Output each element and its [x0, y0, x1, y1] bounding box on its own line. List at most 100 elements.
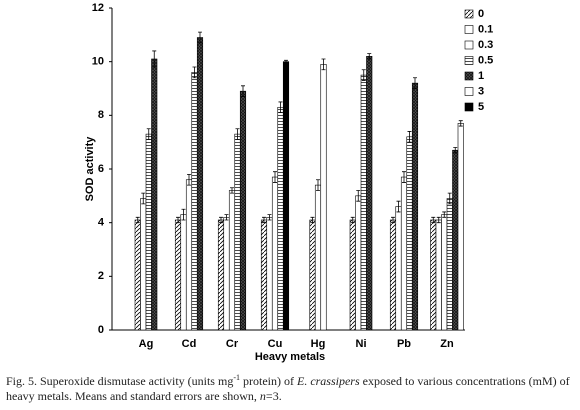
bar	[174, 219, 182, 331]
error-bar	[278, 101, 283, 114]
caption-part: E. crassipers	[296, 374, 360, 388]
y-tick-label: 6	[98, 163, 104, 175]
caption-part: -1	[233, 373, 240, 382]
caption-part: exposed to various concentrations (mM) o…	[6, 374, 570, 403]
error-bar	[284, 59, 288, 64]
legend-swatch	[464, 56, 474, 65]
error-bar	[413, 77, 417, 89]
bar	[389, 219, 397, 331]
error-bar	[230, 187, 234, 194]
legend-label: 5	[478, 101, 484, 113]
error-bar	[141, 192, 146, 205]
legend-swatch	[464, 102, 474, 112]
error-bar	[350, 216, 355, 224]
x-tick-label: Ag	[139, 338, 154, 350]
error-bar	[187, 173, 191, 186]
error-bar	[442, 211, 447, 218]
error-bar	[316, 179, 320, 191]
error-bar	[356, 190, 361, 202]
error-bar	[192, 66, 197, 79]
bar	[282, 61, 290, 331]
x-tick-label: Cu	[268, 338, 283, 350]
error-bar	[436, 216, 441, 224]
y-tick-label: 0	[98, 324, 104, 336]
error-bar	[396, 200, 401, 213]
y-tick-label: 4	[98, 217, 105, 229]
error-bar	[152, 50, 157, 68]
legend-swatch	[464, 25, 474, 34]
bar	[452, 149, 459, 331]
bar	[260, 219, 268, 331]
bar	[145, 133, 152, 331]
caption-part: Fig. 5. Superoxide dismutase activity (u…	[6, 374, 234, 388]
bar	[151, 58, 158, 331]
legend-label: 0.3	[478, 39, 493, 51]
bar	[217, 219, 225, 331]
bar	[239, 90, 247, 331]
bar	[446, 198, 453, 331]
bar	[395, 206, 402, 331]
legend-label: 0.1	[478, 23, 493, 35]
y-tick-label: 12	[92, 2, 104, 14]
legend-label: 1	[478, 70, 484, 82]
bar	[435, 219, 442, 331]
legend-label: 0	[478, 8, 484, 20]
caption-part: =3.	[265, 389, 282, 403]
legend-swatch	[464, 9, 474, 19]
x-tick-label: Ni	[356, 338, 367, 350]
error-bar	[241, 85, 245, 97]
bar	[134, 219, 141, 331]
error-bar	[146, 128, 151, 140]
legend-swatch	[464, 40, 474, 50]
y-tick-label: 8	[98, 109, 104, 121]
bar	[196, 37, 204, 331]
caption-part: n	[259, 389, 266, 403]
bar	[360, 74, 367, 331]
bar	[223, 217, 230, 331]
bar	[349, 219, 356, 331]
bar	[271, 176, 279, 331]
bar	[430, 219, 437, 331]
y-tick-label: 2	[98, 270, 104, 282]
error-bar	[361, 69, 366, 81]
error-bar	[198, 31, 202, 44]
bar	[277, 106, 284, 331]
y-tick-label: 10	[92, 56, 104, 68]
legend-swatch	[464, 87, 474, 96]
error-bar	[391, 216, 395, 224]
error-bar	[453, 147, 458, 154]
bar	[228, 190, 236, 331]
bar	[309, 219, 316, 331]
legend-label: 0.5	[478, 54, 493, 66]
bar	[355, 195, 362, 331]
error-bar	[431, 216, 436, 224]
error-bar	[224, 214, 229, 221]
x-tick-label: Cr	[226, 338, 239, 350]
x-tick-label: Pb	[397, 338, 411, 350]
bar	[266, 217, 273, 331]
error-bar	[267, 214, 272, 221]
bar	[185, 179, 193, 331]
error-bar	[402, 171, 406, 183]
bar	[400, 176, 408, 331]
error-bar	[235, 128, 240, 140]
x-tick-label: Cd	[182, 338, 197, 350]
caption-part: protein) of	[240, 374, 297, 388]
error-bar	[310, 216, 315, 224]
error-bar	[219, 216, 223, 224]
error-bar	[262, 216, 266, 224]
bar	[191, 72, 198, 331]
bar	[320, 64, 327, 331]
bar	[234, 133, 241, 331]
error-bar	[135, 216, 140, 224]
bar	[457, 123, 464, 331]
bar	[406, 136, 413, 331]
error-bar	[321, 58, 326, 71]
error-bar	[458, 120, 463, 127]
x-axis-label: Heavy metals	[255, 351, 325, 363]
bar	[140, 198, 147, 331]
error-bar	[407, 131, 412, 143]
bar	[366, 55, 373, 331]
